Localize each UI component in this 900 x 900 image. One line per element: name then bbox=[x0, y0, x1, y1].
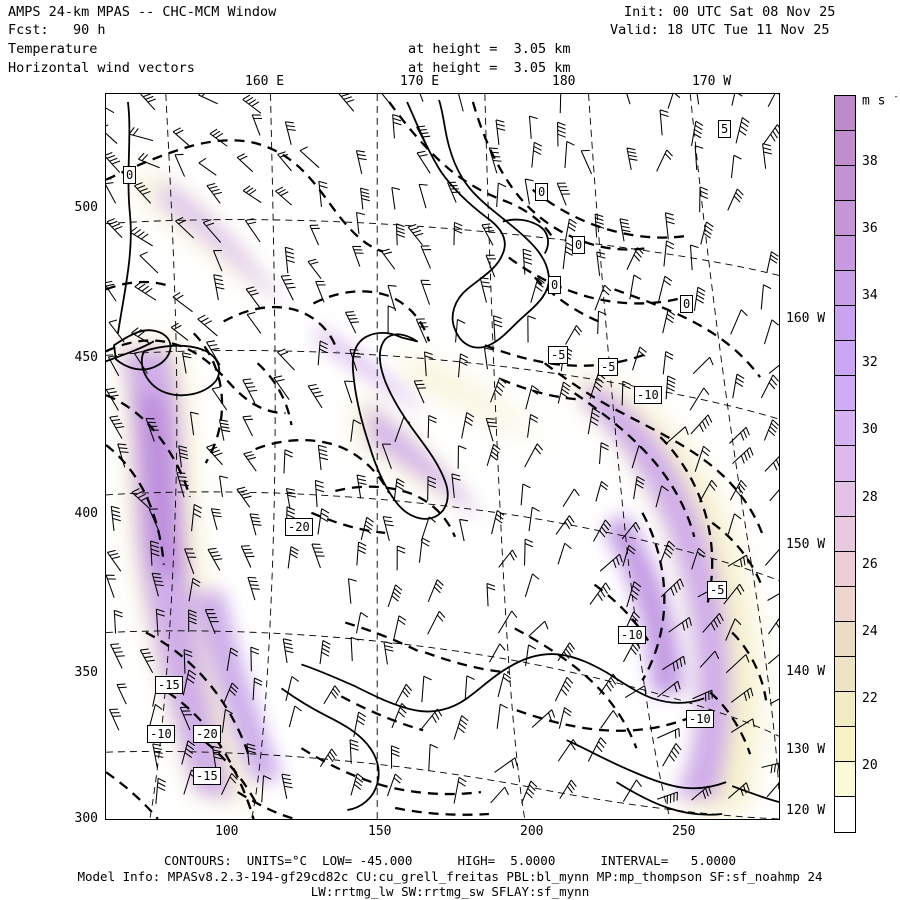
field-label-wind: Horizontal wind vectors bbox=[8, 60, 195, 76]
wind-speed-shading bbox=[121, 177, 730, 799]
colorbar-tick-label: 24 bbox=[862, 623, 878, 639]
map-plot-area[interactable] bbox=[105, 93, 780, 820]
contour-label: -5 bbox=[598, 358, 619, 376]
colorbar-segment bbox=[835, 796, 855, 832]
colorbar-tick-label: 32 bbox=[862, 355, 878, 371]
forecast-hour: Fcst: 90 h bbox=[8, 22, 106, 38]
colorbar-units-label: m s -1 bbox=[862, 92, 900, 108]
right-axis-label: 130 W bbox=[786, 742, 826, 757]
colorbar-segment bbox=[835, 551, 855, 587]
colorbar-segment bbox=[835, 621, 855, 657]
right-axis-label: 160 W bbox=[786, 311, 826, 326]
colorbar[interactable] bbox=[834, 95, 856, 833]
init-time: Init: 00 UTC Sat 08 Nov 25 bbox=[624, 4, 836, 20]
bottom-axis-label: 100 bbox=[215, 824, 239, 839]
wind-barbs bbox=[106, 94, 779, 805]
left-axis-label: 500 bbox=[74, 200, 98, 215]
top-axis-label: 170 E bbox=[400, 74, 440, 89]
colorbar-segment bbox=[835, 481, 855, 517]
colorbar-tick-label: 34 bbox=[862, 288, 878, 304]
contour-label: 0 bbox=[535, 183, 549, 201]
colorbar-segment bbox=[835, 691, 855, 727]
colorbar-tick-label: 36 bbox=[862, 221, 878, 237]
contour-label: 0 bbox=[123, 166, 137, 184]
colorbar-segment bbox=[835, 586, 855, 622]
height-label-wind: at height = 3.05 km bbox=[408, 60, 571, 76]
bottom-axis-label: 200 bbox=[520, 824, 544, 839]
colorbar-segment bbox=[835, 131, 855, 167]
page-title: AMPS 24-km MPAS -- CHC-MCM Window bbox=[8, 4, 277, 20]
colorbar-segment bbox=[835, 271, 855, 307]
left-axis-label: 300 bbox=[74, 811, 98, 826]
colorbar-tick-label: 22 bbox=[862, 690, 878, 706]
right-axis-label: 150 W bbox=[786, 537, 826, 552]
contour-label: -10 bbox=[634, 386, 662, 404]
footer-model-info: Model Info: MPASv8.2.3-194-gf29cd82c CU:… bbox=[77, 869, 823, 884]
contour-label: -10 bbox=[618, 626, 646, 644]
colorbar-segment bbox=[835, 656, 855, 692]
contour-label: 0 bbox=[680, 295, 694, 313]
left-axis-label: 400 bbox=[74, 506, 98, 521]
contour-label: -10 bbox=[686, 710, 714, 728]
left-axis-label: 350 bbox=[74, 665, 98, 680]
right-axis-label: 140 W bbox=[786, 664, 826, 679]
colorbar-segment bbox=[835, 726, 855, 762]
colorbar-tick-label: 20 bbox=[862, 757, 878, 773]
colorbar-segment bbox=[835, 341, 855, 377]
colorbar-exponent: -1 bbox=[893, 92, 900, 102]
contour-label: -5 bbox=[548, 346, 569, 364]
colorbar-tick-label: 28 bbox=[862, 489, 878, 505]
graticule-lines bbox=[106, 94, 779, 819]
top-axis-label: 160 E bbox=[245, 74, 285, 89]
colorbar-tick-label: 30 bbox=[862, 422, 878, 438]
bottom-axis-label: 250 bbox=[672, 824, 696, 839]
contour-label: -15 bbox=[155, 676, 183, 694]
colorbar-segment bbox=[835, 166, 855, 202]
left-axis-label: 450 bbox=[74, 350, 98, 365]
valid-time: Valid: 18 UTC Tue 11 Nov 25 bbox=[610, 22, 830, 38]
colorbar-segment bbox=[835, 236, 855, 272]
top-axis-label: 180 bbox=[552, 74, 576, 89]
contour-label: -5 bbox=[707, 581, 728, 599]
colorbar-segment bbox=[835, 376, 855, 412]
colorbar-segment bbox=[835, 306, 855, 342]
temperature-contours bbox=[106, 101, 768, 819]
contour-label: -20 bbox=[285, 518, 313, 536]
colorbar-segment bbox=[835, 446, 855, 482]
contour-label: -15 bbox=[193, 767, 221, 785]
contour-label: 0 bbox=[548, 276, 562, 294]
map-canvas bbox=[106, 94, 779, 819]
contour-label: 5 bbox=[718, 120, 732, 138]
colorbar-segment bbox=[835, 516, 855, 552]
contour-label: 0 bbox=[572, 236, 586, 254]
footer-physics-info: LW:rrtmg_lw SW:rrtmg_sw SFLAY:sf_mynn bbox=[310, 884, 590, 899]
top-axis-label: 170 W bbox=[692, 74, 732, 89]
colorbar-segment bbox=[835, 96, 855, 132]
field-label-temperature: Temperature bbox=[8, 41, 98, 57]
colorbar-tick-label: 26 bbox=[862, 556, 878, 572]
contour-label: -20 bbox=[193, 725, 221, 743]
footer-contour-info: CONTOURS: UNITS=°C LOW= -45.000 HIGH= 5.… bbox=[164, 853, 736, 868]
contour-label: -10 bbox=[147, 725, 175, 743]
height-label-temperature: at height = 3.05 km bbox=[408, 41, 571, 57]
bottom-axis-label: 150 bbox=[368, 824, 392, 839]
colorbar-segment bbox=[835, 761, 855, 797]
right-axis-label: 120 W bbox=[786, 803, 826, 818]
colorbar-segment bbox=[835, 201, 855, 237]
colorbar-segment bbox=[835, 411, 855, 447]
colorbar-tick-label: 38 bbox=[862, 154, 878, 170]
